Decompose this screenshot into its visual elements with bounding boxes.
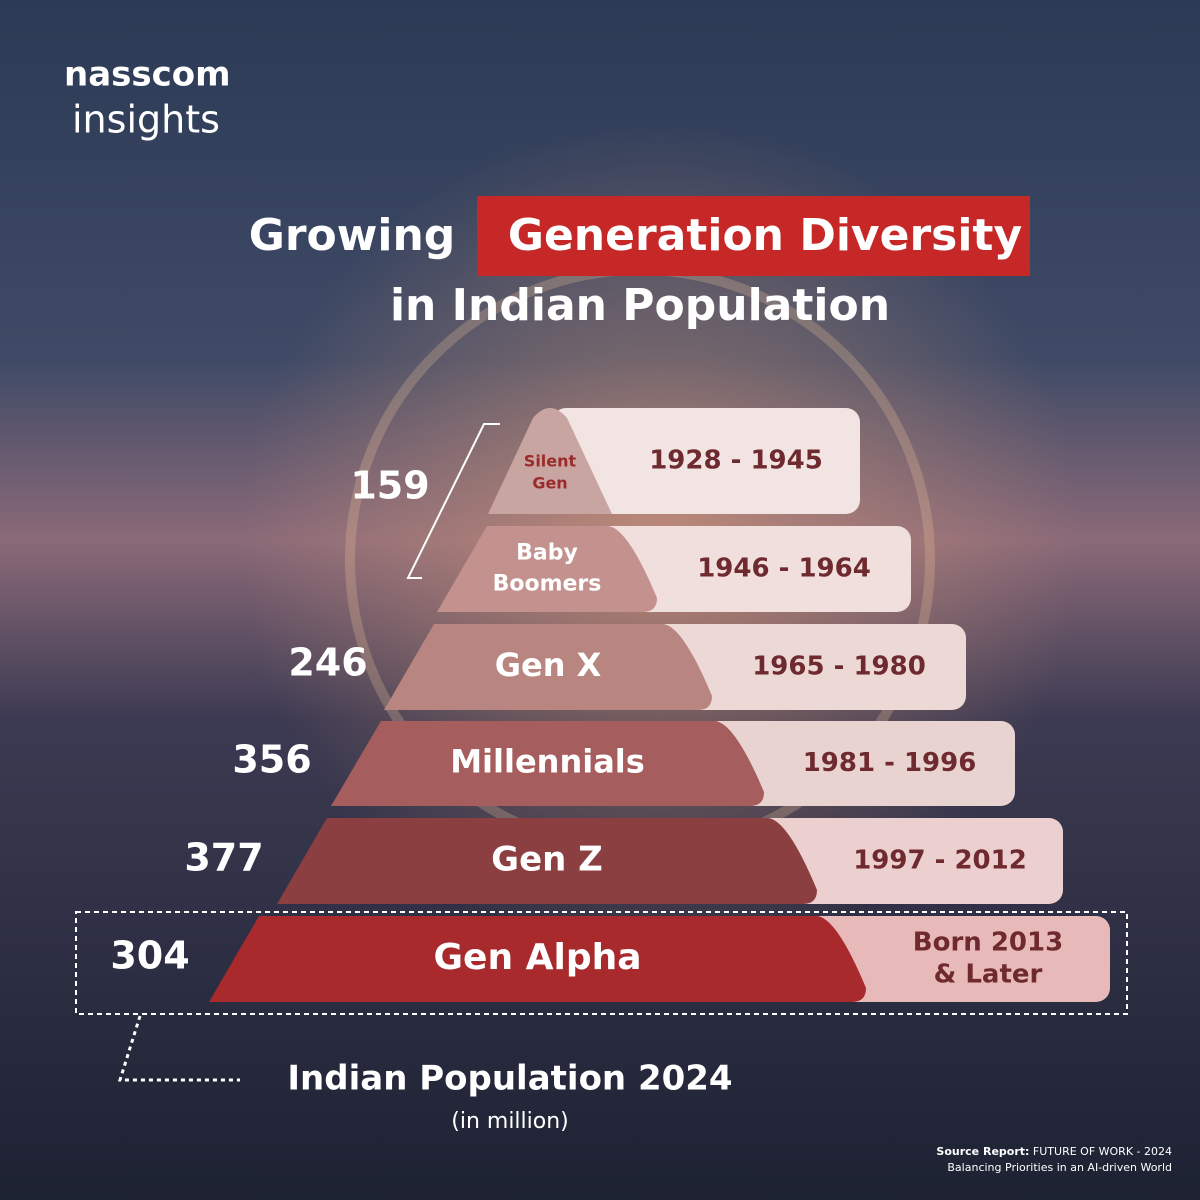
years-bar	[552, 408, 860, 514]
generation-name: Gen Z	[491, 840, 603, 880]
generation-name: Gen Alpha	[433, 937, 641, 978]
title-plain: Growing	[249, 210, 456, 261]
years-bar	[806, 916, 1110, 1002]
connector	[117, 1015, 240, 1082]
population-value: 159	[350, 464, 429, 508]
generation-shape	[209, 916, 866, 1002]
years-bar	[757, 818, 1063, 904]
source-subtitle: Balancing Priorities in an AI-driven Wor…	[947, 1161, 1172, 1174]
population-value: 356	[232, 738, 311, 782]
generation-years: 1928 - 1945	[649, 446, 823, 476]
generation-years: & Later	[934, 960, 1043, 990]
generation-name: Baby	[516, 541, 578, 566]
footer-label: Indian Population 2024	[287, 1059, 732, 1099]
generation-years: 1946 - 1964	[697, 554, 871, 584]
generation-shape	[488, 408, 612, 514]
brand-name: nasscom	[64, 55, 231, 95]
generation-shape	[437, 526, 657, 612]
highlight-box	[75, 911, 1128, 1015]
years-bar	[597, 526, 911, 612]
generation-years: 1981 - 1996	[803, 748, 977, 778]
years-bar	[704, 721, 1015, 806]
population-value: 377	[184, 836, 263, 880]
generation-shape	[331, 721, 764, 806]
bracket	[406, 423, 500, 579]
source-report: FUTURE OF WORK - 2024	[1033, 1145, 1172, 1158]
title-highlight: Generation Diversity	[508, 210, 1022, 261]
generation-name: Gen X	[495, 646, 602, 684]
population-value: 304	[110, 934, 189, 978]
source-line: Source Report: FUTURE OF WORK - 2024	[936, 1145, 1172, 1158]
generation-years: 1965 - 1980	[752, 652, 926, 682]
title-highlight-box	[477, 196, 1030, 276]
population-value: 246	[288, 641, 367, 685]
footer-unit: (in million)	[451, 1109, 569, 1134]
generation-name: Gen	[532, 474, 567, 493]
generation-shape	[277, 818, 817, 904]
brand-sub: insights	[72, 98, 220, 142]
generation-years: 1997 - 2012	[853, 846, 1027, 876]
generation-years: Born 2013	[913, 928, 1063, 958]
generation-name: Millennials	[450, 743, 645, 781]
title-line2: in Indian Population	[390, 280, 890, 331]
years-bar	[652, 624, 966, 710]
generation-name: Silent	[524, 451, 577, 470]
generation-shape	[384, 624, 712, 710]
generation-name: Boomers	[493, 571, 602, 596]
source-lead: Source Report:	[936, 1145, 1029, 1158]
